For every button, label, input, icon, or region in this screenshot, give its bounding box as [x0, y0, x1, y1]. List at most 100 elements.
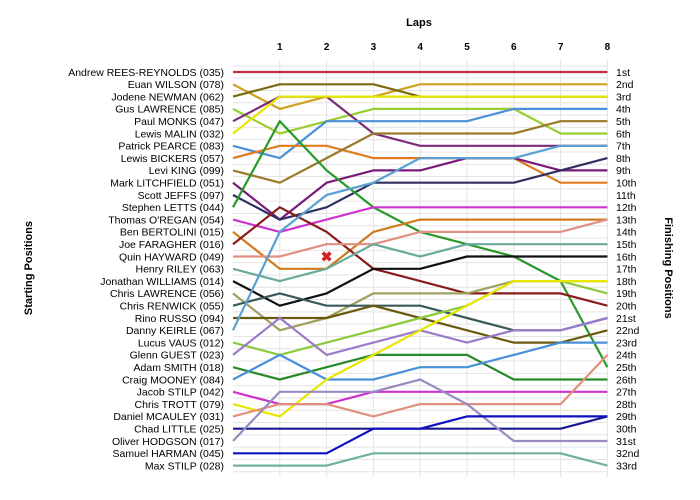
lap-tick-label: 2	[324, 42, 330, 53]
finishing-position-label: 16th	[616, 251, 637, 263]
driver-labels: Andrew REES-REYNOLDS (035)Euan WILSON (0…	[68, 67, 224, 473]
starting-position-label: Scott JEFFS (097)	[138, 190, 224, 202]
series-line	[232, 83, 608, 111]
finishing-position-label: 17th	[616, 264, 637, 276]
starting-position-label: Adam SMITH (018)	[134, 362, 224, 374]
finishing-position-label: 21st	[616, 313, 636, 325]
starting-position-label: Gus LAWRENCE (085)	[115, 104, 224, 116]
series-line	[232, 354, 609, 418]
starting-position-label: Euan WILSON (078)	[128, 79, 224, 91]
series-line	[233, 218, 608, 258]
finishing-position-label: 27th	[616, 387, 637, 399]
finishing-position-label: 6th	[616, 128, 631, 140]
series-line	[232, 206, 608, 233]
lap-labels: 1 2 3 4 5 6 7 8	[277, 42, 611, 53]
series-line	[232, 378, 608, 443]
lap-tick-label: 7	[558, 42, 564, 53]
incident-marker: ✖	[321, 249, 333, 265]
finishing-position-label: 25th	[616, 362, 637, 374]
series-layer	[232, 70, 609, 467]
lap-tick-label: 3	[371, 42, 377, 53]
finishing-position-label: 10th	[616, 178, 637, 190]
lap-tick-label: 8	[605, 42, 611, 53]
finishing-position-label: 12th	[616, 202, 637, 214]
series-line	[233, 452, 608, 467]
finishing-position-label: 32nd	[616, 448, 640, 460]
finishing-position-label: 20th	[616, 301, 637, 313]
finishing-position-label: 3rd	[616, 91, 631, 103]
finishing-position-label: 22nd	[616, 325, 640, 337]
starting-position-label: Stephen LETTS (044)	[122, 202, 224, 214]
starting-position-label: Mark LITCHFIELD (051)	[110, 178, 224, 190]
starting-position-label: Craig MOONEY (084)	[122, 374, 224, 386]
starting-position-label: Levi KING (099)	[149, 165, 224, 177]
series-line	[233, 415, 608, 455]
starting-position-label: Andrew REES-REYNOLDS (035)	[68, 67, 224, 79]
finishing-position-label: 28th	[616, 399, 637, 411]
starting-position-label: Chad LITTLE (025)	[134, 424, 224, 436]
starting-position-label: Lucus VAUS (012)	[138, 337, 224, 349]
finishing-position-label: 2nd	[616, 79, 634, 91]
finishing-position-label: 4th	[616, 104, 631, 116]
grid-layer	[233, 60, 608, 477]
finishing-position-label: 30th	[616, 424, 637, 436]
starting-position-label: Patrick PEARCE (083)	[118, 141, 224, 153]
series-line	[232, 206, 608, 307]
lap-tick-label: 6	[511, 42, 517, 53]
finishing-position-label: 11th	[616, 190, 636, 202]
starting-position-label: Lewis MALIN (032)	[135, 128, 224, 140]
starting-position-label: Danny KEIRLE (067)	[126, 325, 224, 337]
finishing-position-label: 9th	[616, 165, 631, 177]
starting-position-label: Jonathan WILLIAMS (014)	[100, 276, 224, 288]
finishing-position-label: 1st	[616, 67, 630, 79]
finishing-position-label: 33rd	[616, 460, 637, 472]
lap-tick-label: 4	[417, 42, 423, 53]
finishing-position-label: 24th	[616, 350, 637, 362]
starting-position-label: Paul MONKS (047)	[134, 116, 224, 128]
starting-position-label: Lewis BICKERS (057)	[121, 153, 224, 165]
finishing-position-label: 13th	[616, 214, 637, 226]
series-line	[232, 144, 608, 331]
finishing-position-label: 31st	[616, 436, 636, 448]
series-line	[232, 120, 608, 184]
series-line	[232, 353, 608, 381]
series-line	[232, 341, 608, 381]
starting-position-label: Chris LAWRENCE (056)	[110, 288, 224, 300]
y-axis-title-right: Finishing Positions	[662, 217, 674, 318]
starting-position-label: Jodene NEWMAN (062)	[111, 91, 224, 103]
finishing-position-label: 15th	[616, 239, 637, 251]
starting-position-label: Samuel HARMAN (045)	[113, 448, 224, 460]
finishing-position-label: 14th	[616, 227, 637, 239]
finish-labels: 1st2nd3rd4th5th6th7th8th9th10th11th12th1…	[616, 67, 640, 473]
starting-position-label: Quin HAYWARD (049)	[119, 251, 224, 263]
starting-position-label: Chris TROTT (079)	[135, 399, 224, 411]
series-line	[232, 218, 608, 270]
starting-position-label: Ben BERTOLINI (015)	[120, 227, 224, 239]
starting-position-label: Thomas O'REGAN (054)	[108, 214, 224, 226]
finishing-position-label: 8th	[616, 153, 631, 165]
y-axis-title-left: Starting Positions	[23, 221, 35, 315]
starting-position-label: Oliver HODGSON (017)	[112, 436, 224, 448]
starting-position-label: Max STILP (028)	[145, 460, 224, 472]
finishing-position-label: 5th	[616, 116, 631, 128]
finishing-position-label: 19th	[616, 288, 637, 300]
starting-position-label: Chris RENWICK (055)	[120, 301, 224, 313]
lap-tick-label: 1	[277, 42, 283, 53]
series-line	[232, 255, 608, 307]
starting-position-label: Jacob STILP (042)	[137, 387, 224, 399]
finishing-position-label: 26th	[616, 374, 637, 386]
series-line	[232, 243, 608, 283]
finishing-position-label: 29th	[616, 411, 637, 423]
finishing-position-label: 7th	[616, 141, 631, 153]
series-line	[232, 95, 608, 135]
starting-position-label: Rino RUSSO (094)	[135, 313, 224, 325]
starting-position-label: Daniel MCAULEY (031)	[113, 411, 224, 423]
x-axis-title: Laps	[406, 17, 432, 29]
series-line	[232, 157, 608, 221]
finishing-position-label: 23rd	[616, 337, 637, 349]
starting-position-label: Henry RILEY (063)	[135, 264, 224, 276]
starting-position-label: Glenn GUEST (023)	[130, 350, 224, 362]
marker-layer: ✖	[321, 249, 333, 265]
